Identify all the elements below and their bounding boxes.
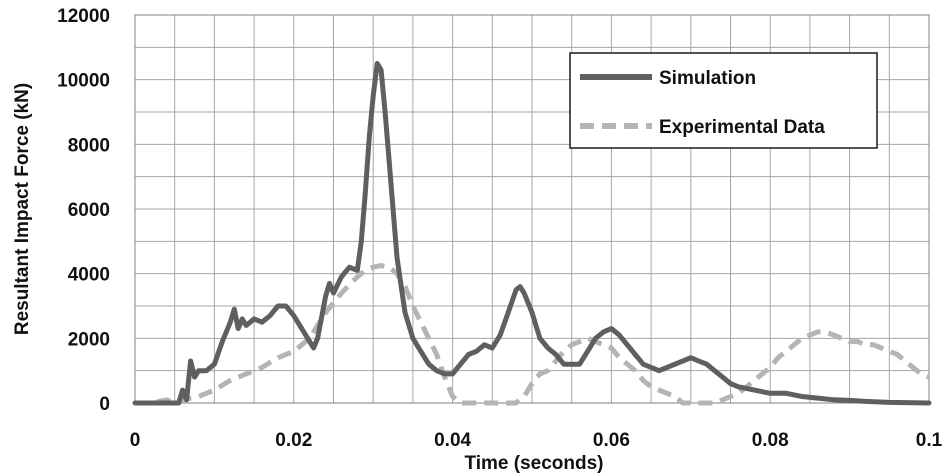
y-tick-label: 2000 xyxy=(68,329,110,350)
x-tick-label: 0.1 xyxy=(916,430,943,451)
y-tick-label: 0 xyxy=(99,394,110,415)
legend: Simulation Experimental Data xyxy=(570,53,877,148)
y-tick-label: 10000 xyxy=(57,71,110,92)
x-tick-label: 0 xyxy=(130,430,141,451)
y-axis-title: Resultant Impact Force (kN) xyxy=(12,83,33,335)
legend-label-simulation: Simulation xyxy=(659,68,756,89)
y-tick-labels: 0 2000 4000 6000 8000 10000 12000 xyxy=(57,6,110,415)
y-tick-label: 4000 xyxy=(68,265,110,286)
y-tick-label: 12000 xyxy=(57,6,110,27)
legend-label-experimental: Experimental Data xyxy=(659,117,825,138)
x-tick-label: 0.06 xyxy=(593,430,630,451)
y-tick-label: 8000 xyxy=(68,135,110,156)
y-tick-label: 6000 xyxy=(68,200,110,221)
x-tick-label: 0.08 xyxy=(752,430,789,451)
x-tick-label: 0.02 xyxy=(275,430,312,451)
x-axis-title: Time (seconds) xyxy=(464,453,603,474)
x-tick-labels: 0 0.02 0.04 0.06 0.08 0.1 xyxy=(130,430,943,451)
x-tick-label: 0.04 xyxy=(434,430,471,451)
